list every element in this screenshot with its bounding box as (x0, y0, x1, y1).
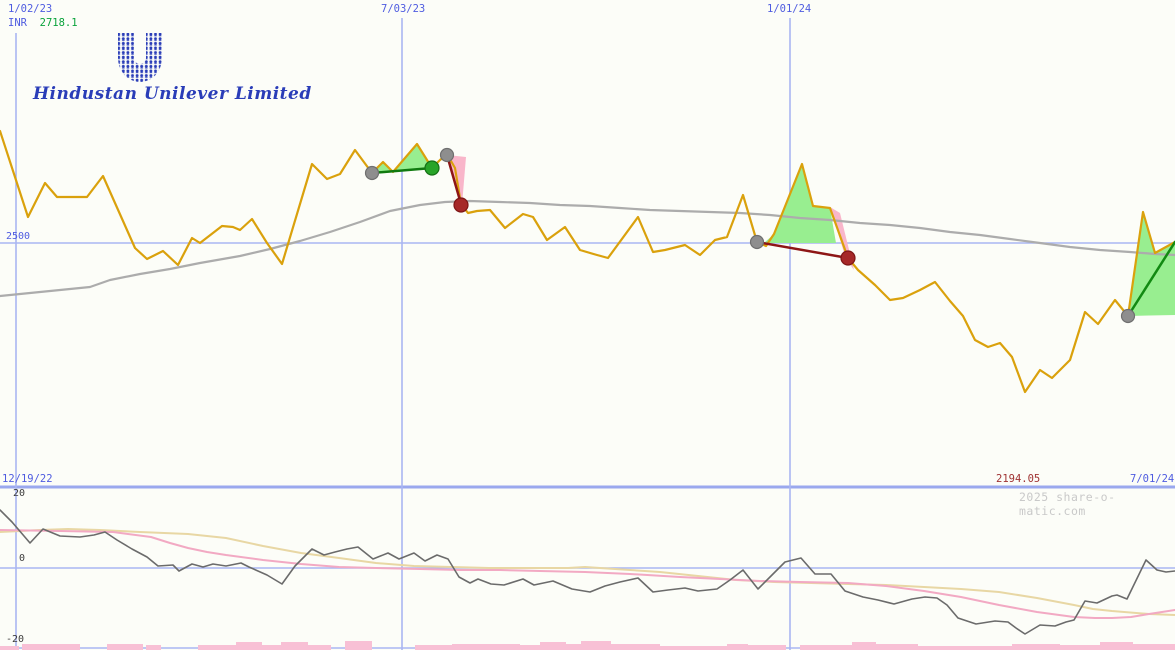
price-tick-2500: 2500 (6, 231, 31, 242)
range-end-date: 7/01/24 (1130, 473, 1175, 485)
range-start-date: 12/19/22 (2, 473, 53, 485)
last-price-row: INR 2718.1 (8, 17, 78, 29)
x-label-date-mid: 7/03/23 (381, 3, 426, 15)
x-label-date-right: 1/01/24 (767, 3, 812, 15)
osc-tick-0: 0 (19, 553, 26, 564)
currency-label: INR (8, 17, 27, 29)
osc-tick-20: 20 (13, 488, 26, 499)
watermark-text: 2025 share-o-matic.com (1019, 490, 1116, 518)
osc-tick-neg20: -20 (6, 634, 25, 645)
last-price-value: 2718.1 (39, 17, 78, 29)
company-name: Hindustan Unilever Limited (33, 84, 312, 104)
unilever-logo-icon (112, 32, 168, 88)
x-label-date-left: 1/02/23 (8, 3, 53, 15)
exit-price-label: 2194.05 (996, 473, 1041, 485)
